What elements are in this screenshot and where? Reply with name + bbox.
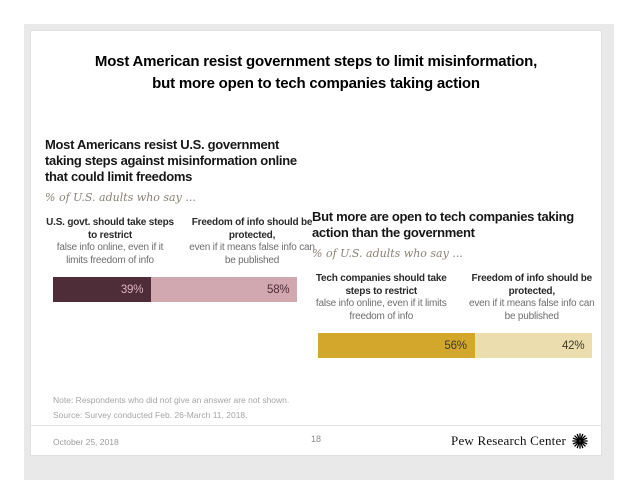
chart-tech-category-labels: Tech companies should take steps to rest… [312,273,601,323]
chart-tech-companies: But more are open to tech companies taki… [312,209,601,358]
page-number: 18 [310,434,321,444]
chart-government-subtitle: % of U.S. adults who say ... [45,191,196,204]
brand: Pew Research Center [451,432,589,450]
category-label-bold: Freedom of info should be protected, [471,273,593,297]
chart-government-title: Most Americans resist U.S. government ta… [45,137,297,184]
note-block: Note: Respondents who did not give an an… [53,393,289,423]
chart-tech-title: But more are open to tech companies taki… [312,209,574,240]
category-label-protect: Freedom of info should be protected, eve… [463,273,602,323]
chart-tech-stacked-bar: 56% 42% [318,333,598,358]
category-label-restrict: U.S. govt. should take steps to restrict… [45,217,175,267]
brand-name: Pew Research Center [451,433,566,448]
bar-value-label: 42% [561,339,585,352]
footer-divider [31,425,601,426]
slide-title-line2: but more open to tech companies taking a… [152,75,480,92]
category-label-rest: even if it means false info can be publi… [189,242,315,266]
bar-segment-restrict: 39% [53,277,152,302]
category-label-bold: U.S. govt. should take steps to restrict [46,217,174,241]
bar-value-label: 39% [120,283,144,296]
footer-date: October 25, 2018 [53,437,119,447]
chart-government-stacked-bar: 39% 58% [53,277,305,302]
bar-segment-protect: 42% [474,333,593,358]
category-label-restrict: Tech companies should take steps to rest… [312,273,451,323]
chart-government: Most Americans resist U.S. government ta… [45,137,317,302]
footer: October 25, 2018 18 Pew Research Center [31,429,601,457]
category-label-protect: Freedom of info should be protected, eve… [187,217,317,267]
slide: Most American resist government steps to… [30,30,602,456]
bar-segment-protect: 58% [151,277,298,302]
category-label-rest: false info online, even if it limits fre… [315,298,447,322]
category-label-rest: false info online, even if it limits fre… [56,242,164,266]
pew-sunburst-icon [572,433,588,449]
category-label-rest: even if it means false info can be publi… [468,298,595,322]
bar-value-label: 58% [267,283,290,296]
note-text: Note: Respondents who did not give an an… [53,395,290,405]
source-text: Source: Survey conducted Feb. 26-March 1… [53,410,248,420]
bar-segment-restrict: 56% [318,333,475,358]
category-label-bold: Tech companies should take steps to rest… [315,273,447,297]
chart-tech-subtitle: % of U.S. adults who say ... [312,247,463,260]
slide-title-line1: Most American resist government steps to… [94,53,538,70]
slide-title: Most American resist government steps to… [31,51,601,95]
category-label-bold: Freedom of info should be protected, [191,217,313,241]
bar-value-label: 56% [444,339,467,352]
chart-government-category-labels: U.S. govt. should take steps to restrict… [45,217,317,267]
